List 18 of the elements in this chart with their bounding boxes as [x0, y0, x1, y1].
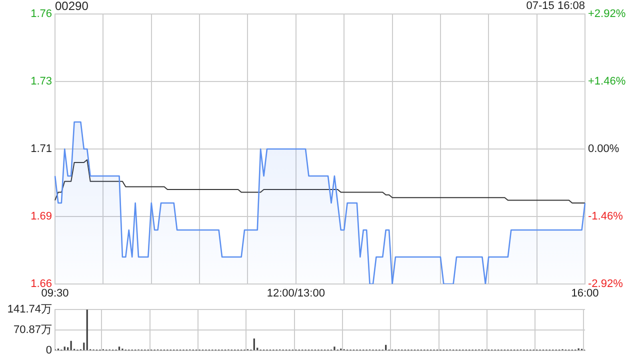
y-tick-label: 1.66 — [30, 278, 52, 290]
y2-tick-label: -2.92% — [588, 278, 624, 290]
x-tick-label: 16:00 — [571, 288, 599, 300]
y2-tick-label: 0.00% — [588, 143, 620, 156]
chart-title: 00290 — [55, 0, 88, 13]
y-tick-label: 1.76 — [30, 8, 52, 20]
y2-tick-label: +1.46% — [588, 76, 626, 88]
y-tick-label: 1.71 — [30, 143, 52, 156]
x-tick-label: 09:30 — [41, 288, 69, 300]
y2-tick-label: +2.92% — [588, 8, 626, 20]
y-tick-label: 1.73 — [30, 76, 52, 88]
y-tick-label: 0 — [46, 344, 52, 356]
x-tick-label: 12:00/13:00 — [266, 288, 325, 300]
text: 07-15 16:08 — [526, 0, 585, 13]
y2-tick-label: -1.46% — [588, 210, 624, 223]
y-tick-label: 1.69 — [30, 210, 52, 223]
y-tick-label: 141.74万 — [7, 304, 52, 316]
y-tick-label: 70.87万 — [13, 324, 52, 336]
